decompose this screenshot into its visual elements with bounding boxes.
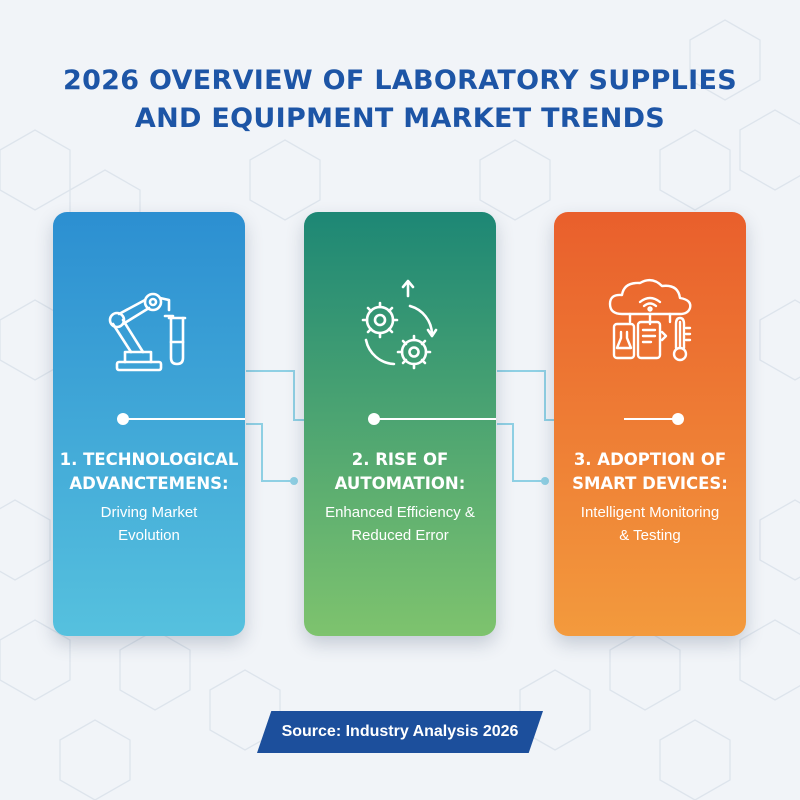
card-heading: 2. RISE OF AUTOMATION: <box>304 448 496 496</box>
card-heading-line-2: AUTOMATION: <box>334 474 466 493</box>
card-subtitle-line-1: Intelligent Monitoring <box>580 504 720 521</box>
card-connector-dot <box>117 413 129 425</box>
card-divider-line <box>374 418 496 420</box>
card-heading-line-1: 1. TECHNOLOGICAL <box>59 450 239 469</box>
card-technological-advancements: 1. TECHNOLOGICAL ADVANCTEMENS: Driving M… <box>53 212 245 636</box>
robotic-arm-test-tube-icon <box>108 292 187 372</box>
page-title-line-1: 2026 OVERVIEW OF LABORATORY SUPPLIES <box>62 65 737 96</box>
card-heading: 1. TECHNOLOGICAL ADVANCTEMENS: <box>53 448 245 496</box>
card-adoption-of-smart-devices: 3. ADOPTION OF SMART DEVICES: Intelligen… <box>554 212 746 636</box>
card-rise-of-automation: 2. RISE OF AUTOMATION: Enhanced Efficien… <box>304 212 496 636</box>
card-heading-line-2: SMART DEVICES: <box>572 474 728 493</box>
card-connector-dot <box>672 413 684 425</box>
card-heading-line-2: ADVANCTEMENS: <box>69 474 229 493</box>
source-banner: Source: Industry Analysis 2026 <box>257 711 543 753</box>
card-subtitle: Driving Market Evolution <box>53 501 245 547</box>
card-heading: 3. ADOPTION OF SMART DEVICES: <box>554 448 746 496</box>
card-subtitle-line-2: Evolution <box>118 527 180 544</box>
card-subtitle: Enhanced Efficiency & Reduced Error <box>304 501 496 547</box>
card-divider-line <box>123 418 245 420</box>
card-subtitle-line-2: Reduced Error <box>351 527 449 544</box>
source-text: Source: Industry Analysis 2026 <box>281 723 519 740</box>
cloud-smart-devices-icon <box>608 278 692 362</box>
card-subtitle-line-1: Enhanced Efficiency & <box>325 504 475 521</box>
page-title: 2026 OVERVIEW OF LABORATORY SUPPLIES AND… <box>0 62 800 138</box>
card-heading-line-1: 2. RISE OF <box>351 450 449 469</box>
card-subtitle: Intelligent Monitoring & Testing <box>554 501 746 547</box>
card-subtitle-line-1: Driving Market <box>100 504 198 521</box>
card-heading-line-1: 3. ADOPTION OF <box>573 450 727 469</box>
gears-cycle-icon <box>361 279 438 370</box>
page-title-line-2: AND EQUIPMENT MARKET TRENDS <box>134 103 666 134</box>
card-divider-line <box>624 418 678 420</box>
card-connector-dot <box>368 413 380 425</box>
card-subtitle-line-2: & Testing <box>619 527 681 544</box>
